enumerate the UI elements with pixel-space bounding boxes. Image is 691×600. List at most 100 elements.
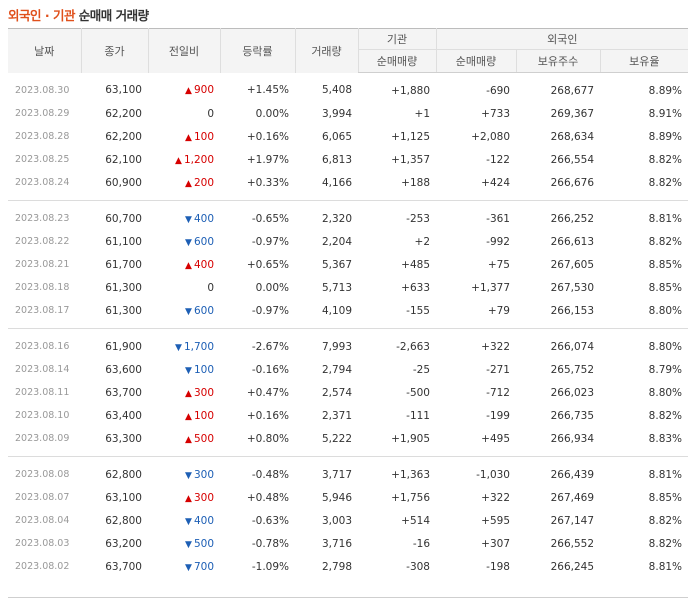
ratio-cell: 8.85% bbox=[648, 491, 683, 504]
rate-cell: +1.97% bbox=[246, 153, 289, 166]
foreign-net-cell: +1,377 bbox=[471, 281, 510, 294]
title-highlight: 외국인 · 기관 bbox=[8, 8, 75, 23]
foreign-net-cell: -712 bbox=[486, 386, 510, 399]
ratio-cell: 8.80% bbox=[648, 386, 683, 399]
close-price-cell: 61,900 bbox=[81, 328, 148, 358]
date-cell: 2023.08.04 bbox=[15, 515, 70, 526]
table-row: 2023.08.18 61,300 0 0.00% 5,713 +633 +1,377 267… bbox=[8, 276, 688, 299]
date-cell: 2023.08.10 bbox=[15, 410, 70, 421]
header-close: 종가 bbox=[80, 28, 148, 73]
date-cell: 2023.08.22 bbox=[15, 236, 70, 247]
holdings-cell: 267,530 bbox=[550, 281, 594, 294]
date-cell: 2023.08.16 bbox=[8, 328, 81, 358]
close-price-cell: 62,800 bbox=[81, 456, 148, 486]
holdings-cell: 269,367 bbox=[550, 107, 594, 120]
close-price-cell: 63,100 bbox=[105, 491, 142, 504]
change-cell: ▲ 1,200 bbox=[148, 148, 220, 171]
date-cell: 2023.08.02 bbox=[15, 561, 70, 572]
date-cell: 2023.08.30 bbox=[15, 84, 70, 96]
holdings-cell: 266,074 bbox=[516, 328, 600, 358]
close-price-cell: 62,200 bbox=[105, 130, 142, 143]
rate-cell: +1.45% bbox=[246, 84, 289, 97]
up-triangle-icon: ▲ bbox=[185, 86, 192, 97]
close-price-cell: 60,900 bbox=[105, 176, 142, 189]
inst-net-cell: -111 bbox=[406, 409, 430, 422]
foreign-net-cell: +307 bbox=[481, 537, 510, 550]
holdings-cell: 266,735 bbox=[550, 409, 594, 422]
rate-cell: -0.65% bbox=[220, 200, 295, 230]
holdings-cell: 268,634 bbox=[550, 130, 594, 143]
holdings-cell: 266,023 bbox=[550, 386, 594, 399]
table-row: 2023.08.09 63,300 ▲ 500 +0.80% 5,222 +1,905 +49… bbox=[8, 427, 688, 457]
foreign-net-cell: +322 bbox=[481, 491, 510, 504]
title-rest: 순매매 거래량 bbox=[74, 8, 149, 23]
down-triangle-icon: ▼ bbox=[185, 516, 192, 527]
close-price-cell: 62,100 bbox=[105, 153, 142, 166]
table-row: 2023.08.02 63,700 ▼ 700 -1.09% 2,798 -308 -198 2… bbox=[8, 555, 688, 584]
volume-cell: 5,408 bbox=[321, 84, 352, 97]
rate-cell: +0.80% bbox=[246, 432, 289, 445]
header-volume: 거래량 bbox=[294, 28, 358, 73]
header-change: 전일비 bbox=[147, 28, 220, 73]
change-cell: ▼ 600 bbox=[148, 299, 220, 329]
rate-cell: -0.16% bbox=[251, 363, 289, 376]
change-value: 0 bbox=[207, 107, 214, 120]
date-cell: 2023.08.29 bbox=[15, 108, 70, 119]
date-cell: 2023.08.08 bbox=[8, 456, 81, 486]
date-cell: 2023.08.18 bbox=[15, 282, 70, 293]
foreign-net-cell: +495 bbox=[481, 432, 510, 445]
change-cell: ▼ 300 bbox=[148, 456, 220, 486]
change-value: 1,200 bbox=[183, 153, 214, 166]
holdings-cell: 266,613 bbox=[550, 235, 594, 248]
date-cell: 2023.08.23 bbox=[8, 200, 81, 230]
volume-cell: 2,574 bbox=[321, 386, 352, 399]
rate-cell: +0.33% bbox=[246, 176, 289, 189]
foreign-net-cell: +424 bbox=[481, 176, 510, 189]
ratio-cell: 8.79% bbox=[648, 363, 683, 376]
inst-net-cell: +188 bbox=[401, 176, 430, 189]
rate-cell: -0.63% bbox=[251, 514, 289, 527]
close-price-cell: 63,300 bbox=[105, 432, 142, 445]
holdings-cell: 267,469 bbox=[550, 491, 594, 504]
close-price-cell: 62,200 bbox=[105, 107, 142, 120]
ratio-cell: 8.82% bbox=[648, 409, 683, 422]
table-row: 2023.08.22 61,100 ▼ 600 -0.97% 2,204 +2 -992 266… bbox=[8, 230, 688, 253]
holdings-cell: 266,153 bbox=[550, 304, 594, 317]
change-cell: ▼ 100 bbox=[148, 358, 220, 381]
volume-cell: 4,109 bbox=[321, 304, 352, 317]
table-row: 2023.08.14 63,600 ▼ 100 -0.16% 2,794 -25 -271 26… bbox=[8, 358, 688, 381]
table-row: 2023.08.21 61,700 ▲ 400 +0.65% 5,367 +485 +75 26… bbox=[8, 253, 688, 276]
change-cell: ▼ 700 bbox=[148, 555, 220, 584]
inst-net-cell: +1,756 bbox=[391, 491, 430, 504]
rate-cell: -1.09% bbox=[251, 560, 289, 573]
up-triangle-icon: ▲ bbox=[185, 493, 192, 504]
date-cell: 2023.08.28 bbox=[15, 131, 70, 142]
close-price-cell: 63,400 bbox=[105, 409, 142, 422]
change-value: 300 bbox=[193, 468, 214, 481]
ratio-cell: 8.81% bbox=[648, 560, 683, 573]
change-value: 400 bbox=[193, 258, 214, 271]
table-row: 2023.08.24 60,900 ▲ 200 +0.33% 4,166 +188 +424 2… bbox=[8, 171, 688, 201]
table-row: 2023.08.16 61,900 ▼ 1,700 -2.67% 7,993 -2,663 +… bbox=[8, 328, 689, 358]
close-price-cell: 60,700 bbox=[81, 200, 148, 230]
date-cell: 2023.08.25 bbox=[15, 154, 70, 165]
date-cell: 2023.08.21 bbox=[15, 259, 70, 270]
foreign-net-cell: -271 bbox=[486, 363, 510, 376]
change-cell: ▼ 500 bbox=[148, 532, 220, 555]
ratio-cell: 8.85% bbox=[648, 258, 683, 271]
holdings-cell: 266,554 bbox=[550, 153, 594, 166]
change-value: 200 bbox=[193, 176, 214, 189]
table-row: 2023.08.30 63,100 ▲ 900 +1.45% 5,408 +1,880 -69… bbox=[8, 73, 688, 103]
holdings-cell: 267,147 bbox=[550, 514, 594, 527]
up-triangle-icon: ▲ bbox=[185, 132, 192, 143]
table-row: 2023.08.25 62,100 ▲ 1,200 +1.97% 6,813 +1,357 -… bbox=[8, 148, 688, 171]
inst-net-cell: -253 bbox=[358, 200, 436, 230]
rate-cell: -0.97% bbox=[251, 304, 289, 317]
volume-cell: 3,003 bbox=[321, 514, 352, 527]
close-price-cell: 61,700 bbox=[105, 258, 142, 271]
inst-net-cell: +1,905 bbox=[391, 432, 430, 445]
table-row: 2023.08.28 62,200 ▲ 100 +0.16% 6,065 +1,125 +2,… bbox=[8, 125, 688, 148]
change-cell: ▼ 1,700 bbox=[148, 328, 220, 358]
header-foreign-group: 외국인 bbox=[435, 28, 689, 50]
up-triangle-icon: ▲ bbox=[185, 434, 192, 445]
